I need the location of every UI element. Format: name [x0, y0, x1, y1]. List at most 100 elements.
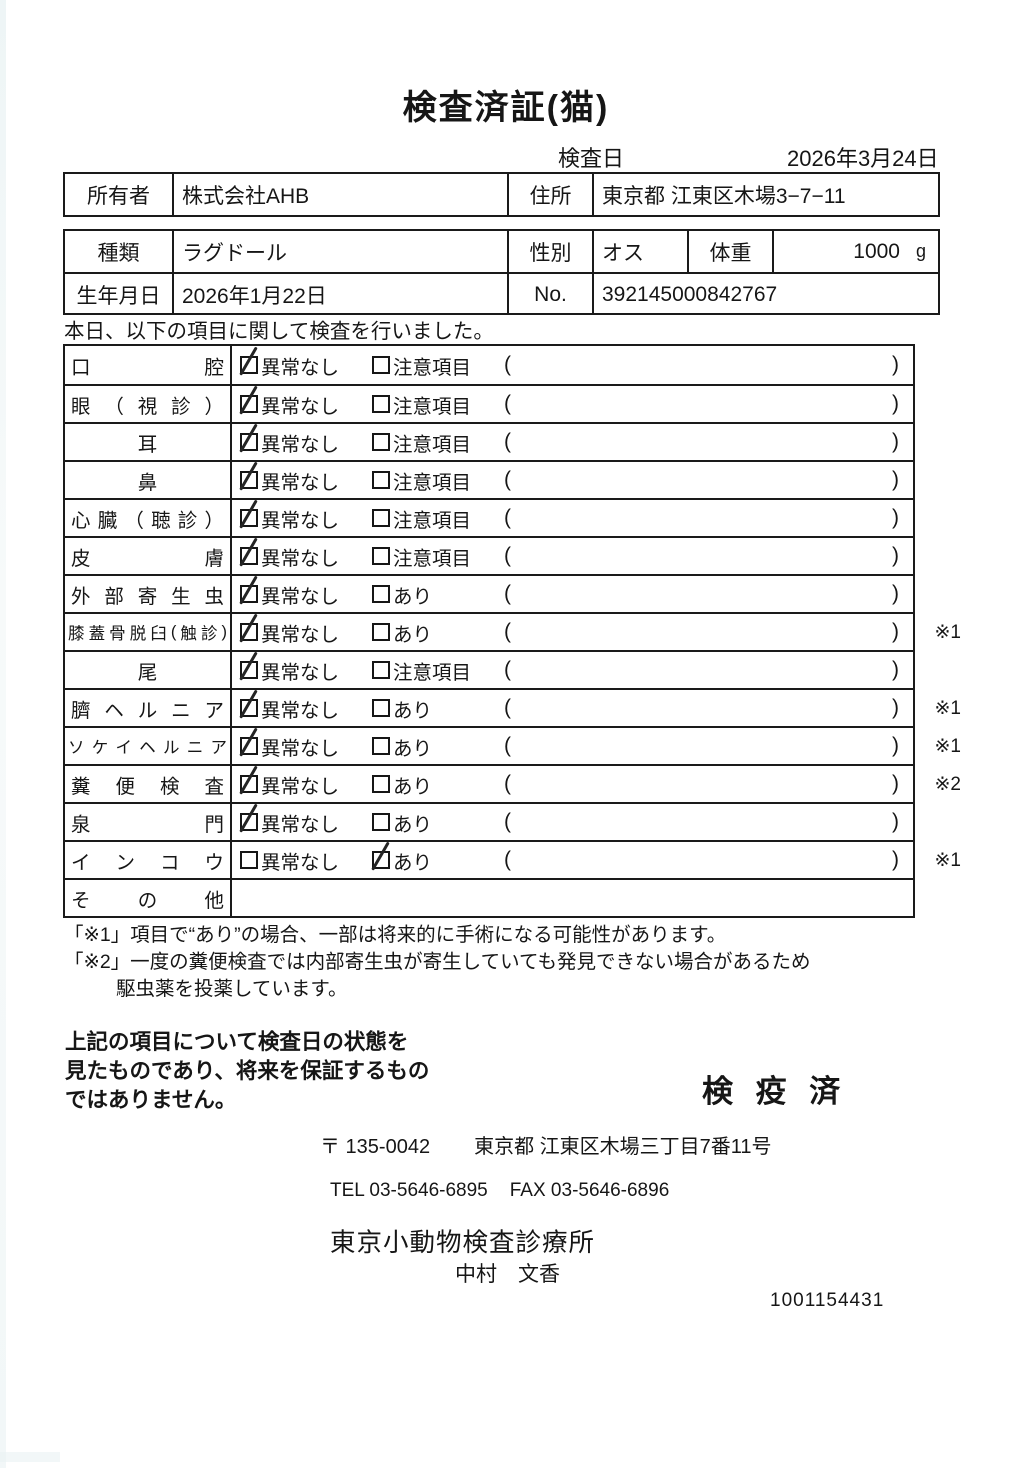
paren-open: (	[504, 353, 511, 376]
checkbox-flag	[372, 356, 390, 374]
exam-row-label: ソケイヘルニア	[65, 728, 232, 764]
weight-unit: g	[915, 241, 926, 261]
checkbox-normal	[240, 699, 258, 717]
quarantine-stamp: 検 疫 済	[702, 1074, 848, 1109]
paren-open: (	[504, 658, 511, 681]
scan-edge-artifact	[0, 0, 6, 1468]
exam-table-row: 糞便検査 異常なし あり ( ) ※2	[65, 764, 961, 802]
option-flag: あり	[372, 576, 432, 612]
owner-box: 所有者 株式会社AHB 住所 東京都 江東区木場3−7−11	[63, 172, 940, 217]
checkbox-flag	[372, 775, 390, 793]
checkbox-flag-label: 注意項目	[393, 395, 472, 418]
exam-table-row: インコウ 異常なし あり ( ) ※1	[65, 840, 961, 878]
exam-table-row: 眼（視診） 異常なし 注意項目 ( )	[65, 384, 913, 422]
breed-label: 種類	[97, 241, 140, 265]
exam-row-label: 口腔	[65, 346, 232, 384]
checkbox-flag-label: あり	[393, 737, 433, 760]
option-normal: 異常なし	[240, 386, 339, 422]
paren-open: (	[504, 848, 511, 871]
checkbox-flag-label: あり	[393, 775, 433, 798]
paren-close: )	[892, 506, 899, 529]
option-flag: 注意項目	[372, 500, 471, 536]
weight-value: 1000 g	[772, 231, 938, 272]
checkbox-normal-label: 異常なし	[261, 851, 340, 874]
exam-row-label: 膝蓋骨脱臼(触診)	[65, 614, 232, 650]
paren-open: (	[504, 810, 511, 833]
paren-open: (	[504, 620, 511, 643]
checkbox-flag-label: 注意項目	[393, 661, 472, 684]
option-normal: 異常なし	[240, 728, 339, 764]
option-flag: あり	[372, 804, 432, 840]
option-flag: 注意項目	[372, 462, 471, 498]
exam-table: 口腔 異常なし 注意項目 ( ) 眼（視診） 異常なし 注意項目	[63, 344, 961, 918]
exam-table-row: 皮膚 異常なし 注意項目 ( )	[65, 536, 913, 574]
exam-row-label: 耳	[65, 424, 232, 460]
checkbox-normal-label: 異常なし	[261, 661, 340, 684]
option-normal: 異常なし	[240, 842, 339, 878]
scan-edge-artifact-bottom	[0, 1452, 60, 1462]
checkbox-flag-label: 注意項目	[393, 509, 472, 532]
exam-row-content: 異常なし あり ( )	[232, 614, 913, 650]
paren-close: )	[892, 392, 899, 415]
footnote-line: 駆虫薬を投薬しています。	[116, 978, 348, 1000]
option-normal: 異常なし	[240, 652, 339, 688]
exam-row-label: その他	[65, 880, 232, 916]
exam-date-label: 検査日	[558, 146, 625, 171]
intro-text: 本日、以下の項目に関して検査を行いました。	[64, 320, 494, 343]
checkbox-flag-label: 注意項目	[393, 471, 472, 494]
option-normal: 異常なし	[240, 462, 339, 498]
disclaimer-line: 見たものであり、将来を保証するもの	[65, 1059, 430, 1083]
checkbox-normal	[240, 585, 258, 603]
checkbox-normal-label: 異常なし	[261, 547, 340, 570]
paren-close: )	[892, 430, 899, 453]
clinic-postal-line: 〒 135-0042 東京都 江東区木場三丁目7番11号	[320, 1130, 772, 1159]
footnotes: 「※1」項目で“あり”の場合、一部は将来的に手術になる可能性があります。「※2」…	[64, 922, 811, 1003]
exam-row-label: 心臓（聴診）	[65, 500, 232, 536]
option-normal: 異常なし	[240, 538, 339, 574]
paren-close: )	[892, 620, 899, 643]
paren-close: )	[892, 582, 899, 605]
paren-close: )	[892, 658, 899, 681]
weight-number: 1000	[853, 239, 900, 263]
checkbox-flag-label: あり	[393, 585, 433, 608]
paren-close: )	[892, 544, 899, 567]
paren-open: (	[504, 544, 511, 567]
exam-table-row: 膝蓋骨脱臼(触診) 異常なし あり ( ) ※1	[65, 612, 961, 650]
clinic-name: 東京小動物検査診療所	[330, 1229, 596, 1257]
option-flag: あり	[372, 842, 432, 878]
exam-row-content: 異常なし あり ( )	[232, 576, 913, 612]
checkbox-normal	[240, 433, 258, 451]
exam-row-content: 異常なし あり ( )	[232, 842, 913, 878]
checkbox-normal-label: 異常なし	[261, 775, 340, 798]
exam-row-label: インコウ	[65, 842, 232, 878]
checkbox-normal-label: 異常なし	[261, 433, 340, 456]
checkbox-flag	[372, 547, 390, 565]
checkbox-flag-label: あり	[393, 851, 433, 874]
paren-open: (	[504, 430, 511, 453]
option-flag: 注意項目	[372, 346, 471, 384]
exam-row-content: 異常なし あり ( )	[232, 766, 913, 802]
sex-value: オス	[592, 231, 687, 272]
paren-open: (	[504, 582, 511, 605]
animal-box: 種類 ラグドール 性別 オス 体重 1000 g 生年月日 2026年1月22日…	[63, 229, 940, 315]
exam-row-content: 異常なし 注意項目 ( )	[232, 462, 913, 498]
checkbox-flag	[372, 737, 390, 755]
checkbox-flag	[372, 395, 390, 413]
option-normal: 異常なし	[240, 690, 339, 726]
exam-row-label: 泉門	[65, 804, 232, 840]
row-note-ref: ※1	[934, 621, 962, 643]
footnote-line: 「※2」一度の糞便検査では内部寄生虫が寄生していても発見できない場合があるため	[64, 951, 811, 973]
option-normal: 異常なし	[240, 804, 339, 840]
exam-date-value: 2026年3月24日	[787, 146, 939, 171]
option-flag: 注意項目	[372, 652, 471, 688]
exam-row-content	[232, 880, 913, 916]
checkbox-flag	[372, 623, 390, 641]
checkbox-flag	[372, 509, 390, 527]
footnote-line: 「※1」項目で“あり”の場合、一部は将来的に手術になる可能性があります。	[64, 924, 727, 946]
checkbox-normal-label: 異常なし	[261, 471, 340, 494]
disclaimer-line: 上記の項目について検査日の状態を	[65, 1030, 409, 1054]
veterinarian-name: 中村 文香	[455, 1263, 560, 1286]
option-flag: あり	[372, 728, 432, 764]
exam-row-content: 異常なし あり ( )	[232, 804, 913, 840]
sex-label: 性別	[507, 231, 592, 272]
